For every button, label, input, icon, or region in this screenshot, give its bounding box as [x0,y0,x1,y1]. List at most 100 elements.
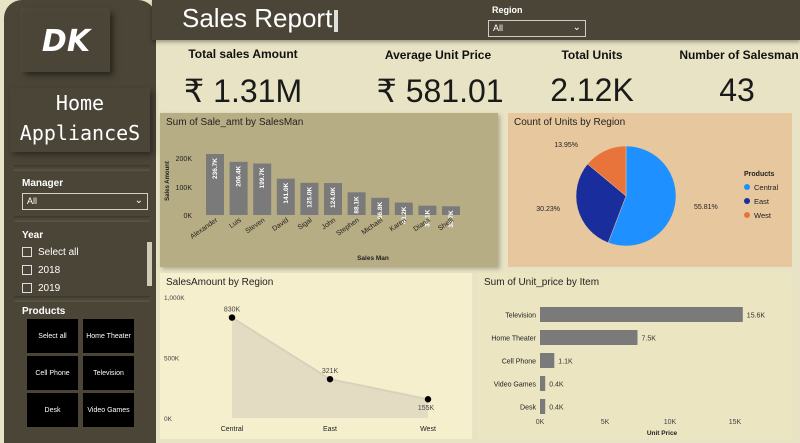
y-tick-label: Home Theater [491,336,536,343]
y-tick-label: 100K [176,185,193,192]
year-list: Select all 2018 2019 [22,243,142,297]
year-label: Year [22,230,44,241]
bar [229,161,248,215]
product-button[interactable]: Desk [27,393,78,427]
bar [394,202,413,215]
legend-marker [744,184,750,190]
bar-value-label: 48.2K [401,206,408,224]
bar-value-label: 15.6K [747,313,766,320]
salesman-bar-chart: 200K 100K 0K Sales Amount 236.7K Alexander 206… [165,154,460,262]
manager-value: All [27,196,38,206]
y-tick-label: 0K [164,416,173,423]
bar [540,330,638,345]
divider [14,296,150,302]
y-tick-label: Desk [520,405,536,412]
region-select[interactable]: All ⌄ [488,20,586,37]
app-name-line1: Home [55,91,105,115]
region-area-chart: 1,000K 500K 0K 830K Central 321K East 155K West [164,295,436,433]
logo-box: DK [22,10,110,72]
year-option[interactable]: Select all [22,243,142,261]
bar-value-label: 7.5K [642,336,657,343]
bar-value-label: 0.4K [549,405,564,412]
product-button[interactable]: Cell Phone [27,356,78,390]
pie-slice [587,145,627,197]
y-tick-label: 200K [176,156,193,163]
slice-label: 13.95% [554,142,578,149]
y-tick-label: 500K [164,356,180,363]
x-tick-label: Karen [389,217,408,234]
legend-marker [744,212,750,218]
manager-label: Manager [22,178,64,189]
region-sales-panel: SalesAmount by Region 1,000K 500K 0K 830K Ce… [160,273,472,439]
kpi-title: Number of Salesman [679,48,799,62]
x-axis-label: Unit Price [647,430,678,437]
y-tick-label: Cell Phone [502,359,536,366]
product-button[interactable]: Home Theater [83,319,134,353]
y-tick-label: Video Games [494,382,537,389]
x-tick-label: Alexander [189,217,219,241]
bar-value-label: 124.0K [330,187,337,208]
checkbox[interactable] [22,265,32,275]
year-option-label: 2018 [38,264,61,276]
data-point [326,375,334,383]
year-option[interactable]: 2019 [22,279,142,297]
legend-label: West [754,211,772,220]
product-button[interactable]: Television [83,356,134,390]
x-tick-label: East [323,426,337,433]
x-tick-label: West [420,426,436,433]
item-bar-chart: Television 15.6K Home Theater 7.5K Cell Phon… [491,307,766,437]
manager-select[interactable]: All ⌄ [22,193,148,210]
pie-slice [575,163,627,244]
x-tick-label: Steven [244,217,266,235]
x-tick-label: 10K [664,419,677,426]
chevron-down-icon: ⌄ [572,22,581,33]
kpi-value: ₹ 581.01 [376,73,504,109]
page-title: Sales Report [182,3,333,33]
x-tick-label: 0K [536,419,545,426]
bar [253,163,272,215]
bar [540,376,546,391]
checkbox[interactable] [22,283,32,293]
product-button[interactable]: Video Games [83,393,134,427]
chevron-down-icon: ⌄ [134,195,143,206]
kpi-title: Total sales Amount [188,47,298,61]
bar-value-label: 199.7K [259,167,266,188]
product-button[interactable]: Select all [27,319,78,353]
bar-value-label: 1.1K [558,359,573,366]
data-point [424,396,432,403]
x-axis-label: Sales Man [357,255,389,262]
region-pie-chart: 55.81% 30.23% 13.95% Products Central East Wes… [536,142,779,247]
x-tick-label: Michael [361,217,385,237]
divider [14,165,150,171]
x-tick-label: 15K [729,419,742,426]
chart-title: Sum of Sale_amt by SalesMan [166,117,304,128]
y-tick-label: Television [505,313,536,320]
checkbox[interactable] [22,247,32,257]
x-tick-label: John [321,217,338,232]
bar-value-label: 36.1K [424,209,431,227]
chart-title: SalesAmount by Region [166,277,274,288]
region-units-panel: Count of Units by Region 55.81% 30.23% 13.… [508,113,792,267]
x-tick-label: 5K [601,419,610,426]
year-option[interactable]: 2018 [22,261,142,279]
bar [418,205,437,215]
bar [300,182,319,215]
bar [540,307,743,322]
slice-label: 30.23% [536,206,560,213]
bar-value-label: 88.1K [354,196,361,214]
year-scrollbar[interactable] [147,242,152,286]
bar [371,197,390,215]
x-tick-label: Sigal [297,217,314,232]
bar [206,154,224,215]
x-tick-label: Luis [228,217,243,230]
bar-value-label: 236.7K [212,158,219,179]
divider [14,216,150,222]
kpi-value: ₹ 1.31M [183,73,303,109]
kpi-title: Total Units [561,48,623,62]
bar [442,206,460,215]
kpi-title: Average Unit Price [384,48,492,62]
bar [347,192,366,215]
x-tick-label: David [271,217,290,233]
legend-label: East [754,197,770,206]
y-tick-label: 0K [183,213,192,220]
